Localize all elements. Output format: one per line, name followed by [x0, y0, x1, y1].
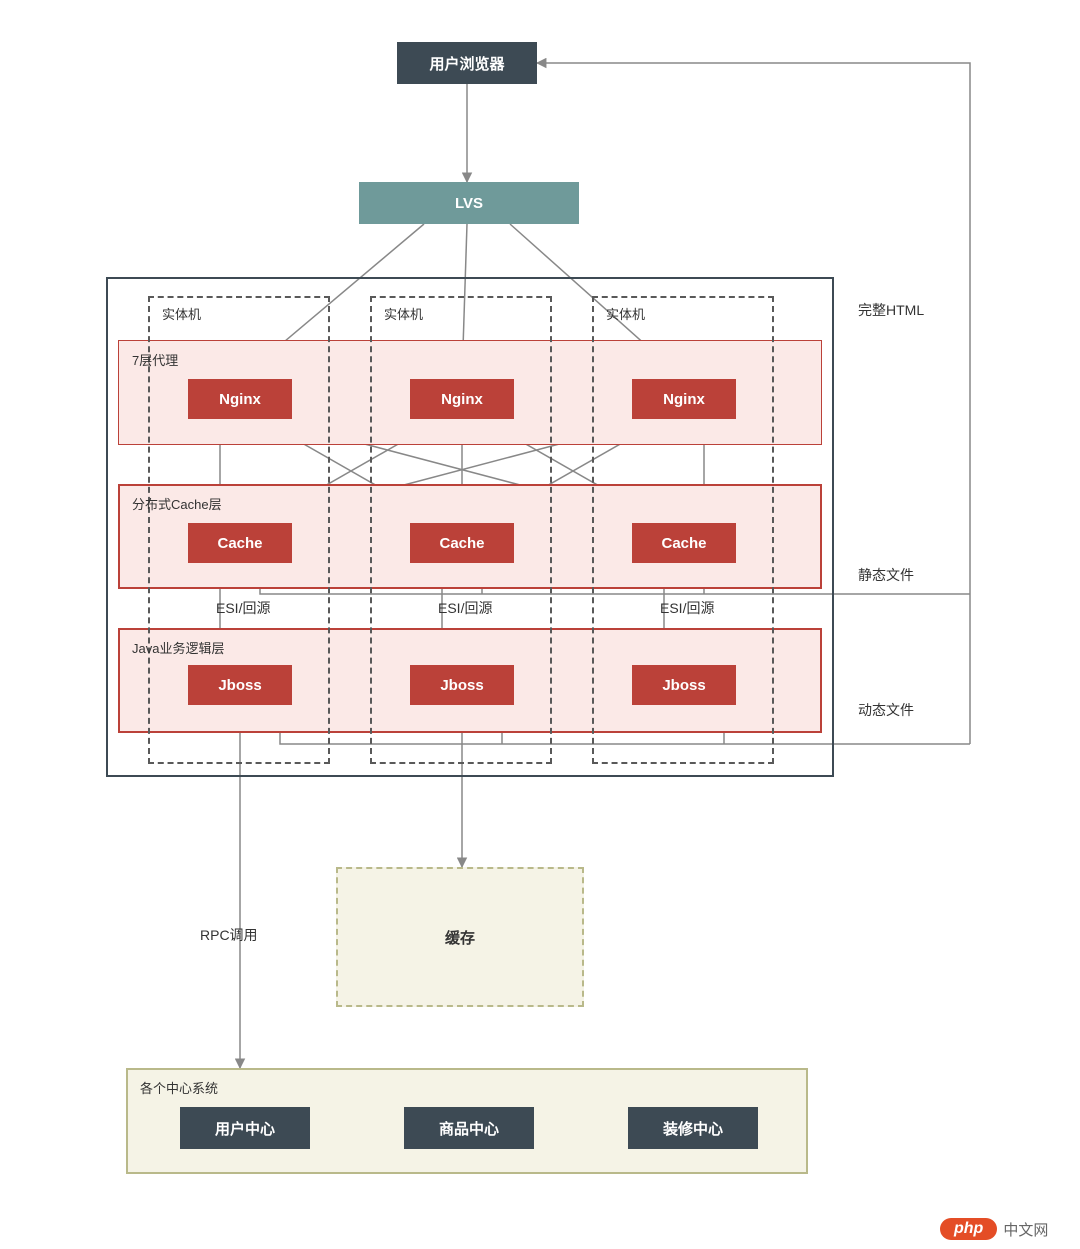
watermark: php 中文网	[940, 1218, 1048, 1240]
node-jboss2: Jboss	[410, 665, 514, 705]
group-label-layer_cache: 分布式Cache层	[132, 494, 222, 513]
node-label-cache3: Cache	[661, 535, 706, 552]
node-label-jboss3: Jboss	[662, 677, 705, 694]
node-lvs: LVS	[359, 182, 579, 224]
node-label-cache1: Cache	[217, 535, 262, 552]
diagram-canvas: 实体机 实体机 实体机 7层代理分布式Cache层 Java业务逻辑层各个中心系统 用户浏…	[0, 0, 1080, 1249]
group-label-layer_jboss: Java业务逻辑层	[132, 638, 224, 657]
watermark-badge: php	[940, 1218, 997, 1240]
node-label-decor_center: 装修中心	[663, 1118, 723, 1139]
node-label-lvs: LVS	[455, 195, 483, 212]
group-label-centers_box: 各个中心系统	[140, 1078, 218, 1097]
node-label-nginx1: Nginx	[219, 391, 261, 408]
node-cache1: Cache	[188, 523, 292, 563]
node-label-cache2: Cache	[439, 535, 484, 552]
label-lbl_esi2: ESI/回源	[438, 598, 492, 618]
label-lbl_dynamic: 动态文件	[858, 700, 914, 720]
node-label-nginx2: Nginx	[441, 391, 483, 408]
node-nginx1: Nginx	[188, 379, 292, 419]
node-user_center: 用户中心	[180, 1107, 310, 1149]
node-jboss3: Jboss	[632, 665, 736, 705]
label-lbl_rpc: RPC调用	[200, 925, 258, 945]
watermark-text: 中文网	[1003, 1219, 1048, 1240]
label-lbl_full_html: 完整HTML	[858, 300, 924, 320]
node-jboss1: Jboss	[188, 665, 292, 705]
node-label-jboss2: Jboss	[440, 677, 483, 694]
group-label-machine3: 实体机	[606, 304, 645, 323]
node-nginx3: Nginx	[632, 379, 736, 419]
node-nginx2: Nginx	[410, 379, 514, 419]
node-label-nginx3: Nginx	[663, 391, 705, 408]
label-lbl_static: 静态文件	[858, 565, 914, 585]
node-label-user_center: 用户中心	[215, 1118, 275, 1139]
node-decor_center: 装修中心	[628, 1107, 758, 1149]
group-label-machine1: 实体机	[162, 304, 201, 323]
node-cache2: Cache	[410, 523, 514, 563]
node-cachebox: 缓存	[336, 867, 584, 1007]
node-label-browser: 用户浏览器	[429, 53, 504, 74]
label-lbl_esi1: ESI/回源	[216, 598, 270, 618]
group-label-machine2: 实体机	[384, 304, 423, 323]
node-browser: 用户浏览器	[397, 42, 537, 84]
node-cache3: Cache	[632, 523, 736, 563]
node-label-jboss1: Jboss	[218, 677, 261, 694]
node-goods_center: 商品中心	[404, 1107, 534, 1149]
group-label-layer_proxy: 7层代理	[132, 350, 178, 369]
node-label-goods_center: 商品中心	[439, 1118, 499, 1139]
node-label-cachebox: 缓存	[445, 927, 475, 948]
label-lbl_esi3: ESI/回源	[660, 598, 714, 618]
